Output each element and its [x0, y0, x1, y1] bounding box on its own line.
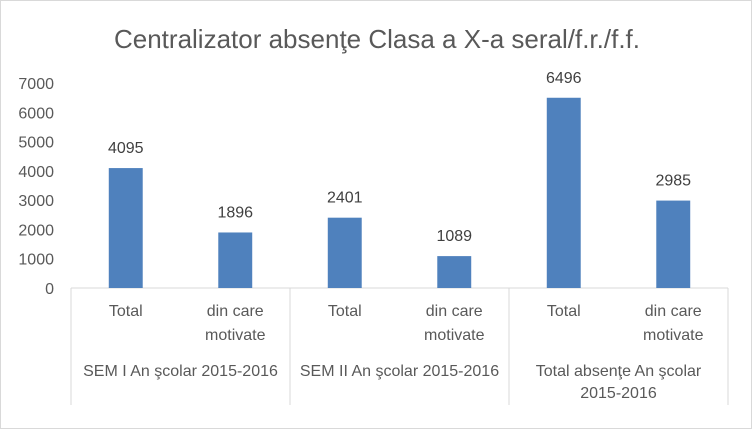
bar — [327, 217, 362, 288]
bar — [437, 256, 472, 288]
group-label: Total absenţe An şcolar — [536, 363, 702, 380]
category-label: din care — [426, 303, 483, 320]
group-label: SEM II An şcolar 2015-2016 — [300, 363, 499, 380]
category-label: motivate — [424, 327, 485, 344]
data-label: 1896 — [217, 204, 253, 221]
y-tick-label: 3000 — [18, 193, 54, 210]
y-tick-label: 2000 — [18, 222, 54, 239]
category-label: motivate — [205, 327, 266, 344]
data-label: 4095 — [108, 140, 144, 157]
axes: 0 1000 2000 3000 4000 5000 6000 7000 Total din ca… — [18, 76, 729, 405]
category-label: motivate — [643, 327, 704, 344]
y-tick-label: 0 — [45, 281, 54, 298]
data-label: 1089 — [436, 228, 472, 245]
y-tick-label: 7000 — [18, 76, 54, 93]
y-tick-label: 4000 — [18, 164, 54, 181]
data-label: 2401 — [327, 190, 363, 207]
group-label: 2015-2016 — [580, 385, 657, 402]
data-labels: 4095 1896 2401 1089 6496 2985 — [108, 70, 691, 245]
bar — [656, 200, 691, 288]
group-label: SEM I An şcolar 2015-2016 — [83, 363, 278, 380]
bar — [218, 232, 253, 288]
category-label: din care — [207, 303, 264, 320]
data-label: 2985 — [655, 173, 691, 190]
chart-title: Centralizator absenţe Clasa a X-a seral/… — [114, 24, 640, 54]
category-label: Total — [328, 303, 362, 320]
category-label: din care — [645, 303, 702, 320]
category-label: Total — [109, 303, 143, 320]
y-tick-label: 1000 — [18, 252, 54, 269]
y-tick-label: 5000 — [18, 135, 54, 152]
y-tick-label: 6000 — [18, 105, 54, 122]
data-label: 6496 — [546, 70, 582, 87]
bars — [108, 97, 691, 288]
bar — [546, 97, 581, 288]
category-label: Total — [547, 303, 581, 320]
bar — [108, 168, 143, 288]
